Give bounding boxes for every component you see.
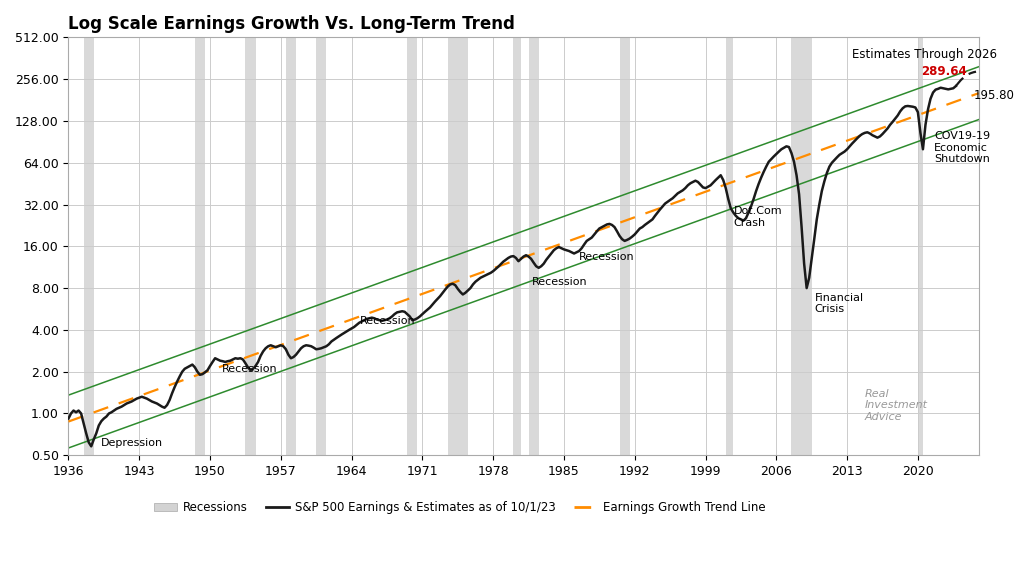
Earnings Growth Trend Line: [946, 99, 958, 106]
S&P 500 Earnings & Estimates as of 10/1/23: [924, 95, 936, 102]
Text: 289.64: 289.64: [921, 65, 966, 78]
S&P 500 Earnings & Estimates as of 10/1/23: [950, 82, 962, 89]
Text: Estimates Through 2026: Estimates Through 2026: [852, 48, 997, 61]
Legend: Recessions, S&P 500 Earnings & Estimates as of 10/1/23, Earnings Growth Trend Li: Recessions, S&P 500 Earnings & Estimates…: [153, 501, 766, 514]
Bar: [918, 37, 923, 455]
Text: Recession: Recession: [579, 252, 634, 262]
Text: Recession: Recession: [222, 364, 278, 374]
Bar: [620, 37, 629, 455]
Bar: [195, 37, 205, 455]
S&P 500 Earnings & Estimates as of 10/1/23: [85, 443, 98, 450]
Earnings Growth Trend Line: [481, 267, 493, 274]
S&P 500 Earnings & Estimates as of 10/1/23: [416, 311, 428, 318]
Earnings Growth Trend Line: [62, 418, 74, 425]
Line: Earnings Growth Trend Line: Earnings Growth Trend Line: [68, 93, 978, 422]
Earnings Growth Trend Line: [972, 90, 985, 97]
Text: Dot.Com
Crash: Dot.Com Crash: [733, 206, 783, 228]
Text: COV19-19
Economic
Shutdown: COV19-19 Economic Shutdown: [934, 131, 990, 164]
Bar: [316, 37, 327, 455]
Earnings Growth Trend Line: [505, 259, 517, 266]
Earnings Growth Trend Line: [946, 99, 958, 106]
Text: Log Scale Earnings Growth Vs. Long-Term Trend: Log Scale Earnings Growth Vs. Long-Term …: [68, 15, 515, 33]
Text: Recession: Recession: [359, 317, 415, 327]
S&P 500 Earnings & Estimates as of 10/1/23: [62, 415, 74, 422]
Bar: [286, 37, 296, 455]
Text: 195.80: 195.80: [973, 89, 1015, 102]
Text: Real
Investment
Advice: Real Investment Advice: [865, 389, 928, 422]
Bar: [448, 37, 468, 455]
S&P 500 Earnings & Estimates as of 10/1/23: [148, 399, 161, 406]
Bar: [83, 37, 94, 455]
Line: S&P 500 Earnings & Estimates as of 10/1/23: S&P 500 Earnings & Estimates as of 10/1/…: [68, 86, 956, 447]
S&P 500 Earnings & Estimates as of 10/1/23: [252, 358, 265, 365]
Bar: [528, 37, 539, 455]
S&P 500 Earnings & Estimates as of 10/1/23: [434, 293, 446, 300]
Text: Depression: Depression: [101, 438, 163, 448]
Earnings Growth Trend Line: [779, 160, 791, 166]
Text: Recession: Recession: [531, 277, 587, 287]
Bar: [791, 37, 812, 455]
Bar: [407, 37, 417, 455]
Bar: [513, 37, 521, 455]
Bar: [726, 37, 733, 455]
Bar: [245, 37, 255, 455]
Earnings Growth Trend Line: [109, 401, 122, 408]
Text: Financial
Crisis: Financial Crisis: [815, 293, 864, 314]
S&P 500 Earnings & Estimates as of 10/1/23: [247, 365, 260, 372]
